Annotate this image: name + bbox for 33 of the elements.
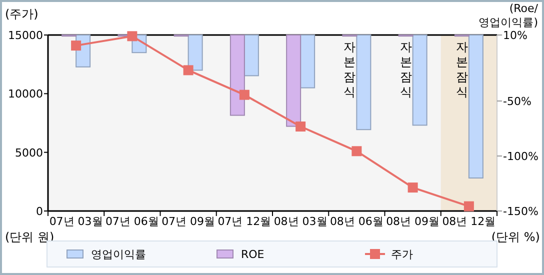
x-tick-label: 08년 12월	[442, 215, 496, 228]
legend-label: ROE	[241, 248, 264, 261]
point	[239, 90, 250, 100]
y-tick-label: 5000	[15, 146, 43, 160]
point	[71, 40, 82, 51]
point	[183, 65, 194, 76]
x-tick-label: 08년 06월	[330, 215, 384, 228]
annotation: 자본잠식	[400, 40, 412, 99]
point	[408, 182, 418, 193]
y2-tick-label: -150%	[503, 205, 538, 218]
text: (단위 %)	[491, 230, 540, 244]
point	[464, 201, 474, 212]
x-tick-label: 08년 03월	[274, 215, 328, 228]
y2-tick-label: 10%	[503, 29, 528, 42]
y-tick-label: 10000	[8, 88, 43, 101]
legend-label: 주가	[391, 248, 413, 261]
x-tick-label: 07년 03월	[49, 215, 103, 228]
point	[352, 146, 362, 156]
y-tick-label: 0	[36, 205, 43, 218]
y2-tick-label: -50%	[503, 95, 532, 108]
y-tick-label: 15000	[8, 29, 43, 42]
point	[127, 31, 138, 42]
x-tick-label: 08년 09월	[386, 215, 440, 228]
y2-tick-label: -100%	[503, 150, 538, 163]
x-tick-label: 07년 09월	[162, 215, 216, 228]
x-tick-label: 07년 12월	[218, 215, 272, 228]
y-axis-title: (주가)	[5, 7, 38, 21]
point	[296, 122, 306, 132]
legend-label: 영업이익률	[91, 248, 146, 261]
x-tick-label: 07년 06월	[105, 215, 159, 228]
annotation: 자본잠식	[344, 40, 356, 99]
annotation: 자본잠식	[456, 40, 468, 99]
y2-axis-title: (Roe/ 영업이익률)	[478, 2, 538, 29]
